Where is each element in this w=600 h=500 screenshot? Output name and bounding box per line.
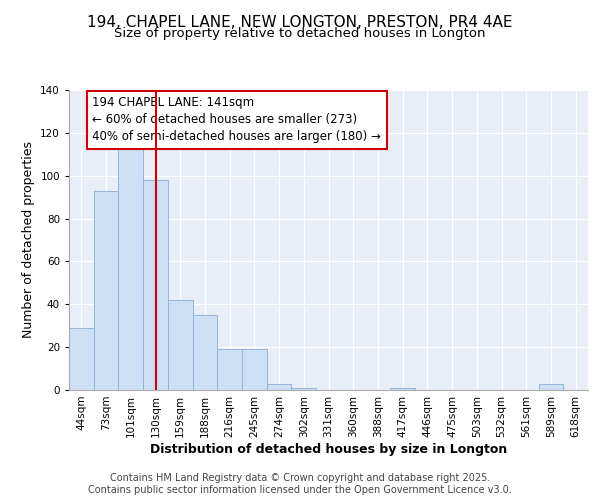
Text: Contains HM Land Registry data © Crown copyright and database right 2025.
Contai: Contains HM Land Registry data © Crown c…: [88, 474, 512, 495]
Bar: [69, 328, 94, 390]
Bar: [118, 105, 143, 390]
Bar: [217, 350, 242, 390]
Bar: [193, 315, 217, 390]
Bar: [168, 300, 193, 390]
Bar: [94, 190, 118, 390]
Bar: [539, 384, 563, 390]
Bar: [143, 180, 168, 390]
Y-axis label: Number of detached properties: Number of detached properties: [22, 142, 35, 338]
Bar: [267, 384, 292, 390]
X-axis label: Distribution of detached houses by size in Longton: Distribution of detached houses by size …: [150, 442, 507, 456]
Text: Size of property relative to detached houses in Longton: Size of property relative to detached ho…: [114, 28, 486, 40]
Bar: [242, 350, 267, 390]
Text: 194, CHAPEL LANE, NEW LONGTON, PRESTON, PR4 4AE: 194, CHAPEL LANE, NEW LONGTON, PRESTON, …: [87, 15, 513, 30]
Bar: [390, 388, 415, 390]
Bar: [292, 388, 316, 390]
Text: 194 CHAPEL LANE: 141sqm
← 60% of detached houses are smaller (273)
40% of semi-d: 194 CHAPEL LANE: 141sqm ← 60% of detache…: [92, 96, 382, 144]
